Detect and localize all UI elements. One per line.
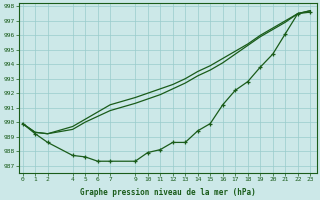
X-axis label: Graphe pression niveau de la mer (hPa): Graphe pression niveau de la mer (hPa) [80, 188, 256, 197]
